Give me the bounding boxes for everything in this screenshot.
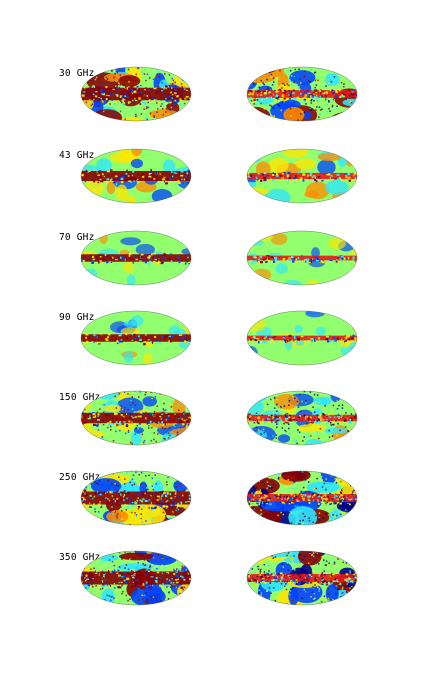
frequency-label: 150 GHz [59,392,101,403]
sky-map-left-7 [80,550,192,606]
frequency-label: 90 GHz [59,312,95,323]
sky-map-right-6 [246,470,358,526]
sky-map-left-2 [80,148,192,204]
frequency-label: 43 GHz [59,150,95,161]
sky-map-right-4 [246,310,358,366]
sky-map-left-1 [80,66,192,122]
sky-map-right-7 [246,550,358,606]
sky-map-right-1 [246,66,358,122]
sky-map-left-6 [80,470,192,526]
sky-map-left-4 [80,310,192,366]
sky-map-right-5 [246,390,358,446]
sky-map-left-5 [80,390,192,446]
frequency-label: 350 GHz [59,552,101,563]
sky-map-right-3 [246,230,358,286]
frequency-label: 70 GHz [59,232,95,243]
sky-map-right-2 [246,148,358,204]
sky-map-left-3 [80,230,192,286]
frequency-label: 30 GHz [59,68,95,79]
frequency-label: 250 GHz [59,472,101,483]
